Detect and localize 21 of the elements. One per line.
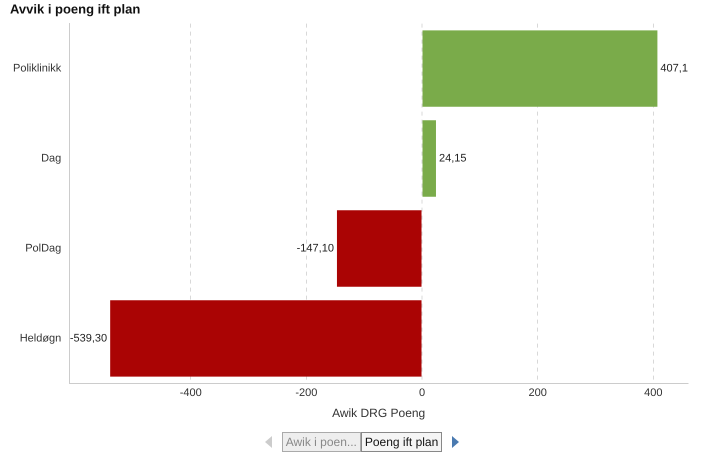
data-label: 407,1 <box>660 62 688 75</box>
x-tick-label: -400 <box>180 387 202 400</box>
text: Poeng ift plan <box>360 432 442 452</box>
bar <box>422 30 658 107</box>
data-label: -147,10 <box>296 242 334 255</box>
chart-title: Avvik i poeng ift plan <box>10 1 140 16</box>
x-tick-label: -200 <box>295 387 318 400</box>
data-label: 24,15 <box>438 152 467 165</box>
y-tick-label: Dag <box>41 152 62 165</box>
x-tick-label: 200 <box>528 387 547 400</box>
x-axis-title: Awik DRG Poeng <box>332 406 426 420</box>
y-tick-label: PolDag <box>25 242 62 255</box>
y-tick-label: Heldøgn <box>20 332 62 344</box>
y-tick-label: Poliklinikk <box>12 62 62 75</box>
data-label: -539,30 <box>70 332 108 344</box>
bar <box>422 120 436 197</box>
text: Awik i poen... <box>282 432 361 452</box>
bar <box>110 300 422 377</box>
x-tick-label: 0 <box>418 387 426 400</box>
bar <box>336 210 422 287</box>
x-tick-label: 400 <box>644 387 662 400</box>
